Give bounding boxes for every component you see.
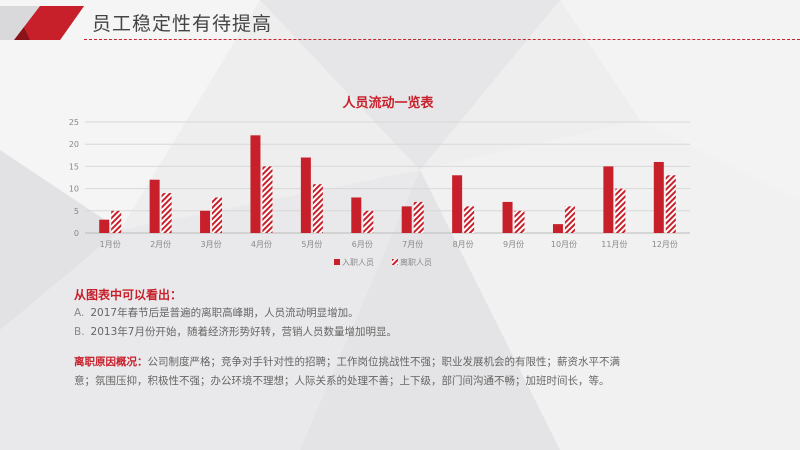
bar-departures xyxy=(262,166,273,233)
bar-departures xyxy=(464,206,475,233)
bar-departures xyxy=(212,197,223,233)
y-axis-ticks: 0 5 10 15 20 25 xyxy=(69,118,79,238)
bar-departures xyxy=(161,193,172,233)
x-tick-label: 1月份 xyxy=(100,239,121,249)
legend-label: 离职人员 xyxy=(400,257,432,267)
bars xyxy=(99,135,676,233)
bar-departures xyxy=(413,201,424,233)
bar-departures xyxy=(615,188,626,233)
y-tick-label: 15 xyxy=(69,162,79,171)
bar-departures xyxy=(564,206,575,233)
y-tick-label: 0 xyxy=(74,229,79,238)
bar-hires xyxy=(452,175,463,233)
bar-departures xyxy=(514,210,525,233)
chart-title: 人员流动一览表 xyxy=(342,95,434,111)
bar-hires xyxy=(653,161,664,233)
x-tick-label: 9月份 xyxy=(503,239,524,249)
bar-hires xyxy=(300,157,311,233)
x-tick-label: 2月份 xyxy=(150,239,171,249)
y-tick-label: 25 xyxy=(69,118,79,127)
x-tick-label: 10月份 xyxy=(551,239,577,249)
bar-hires xyxy=(603,166,614,233)
x-tick-label: 12月份 xyxy=(652,239,678,249)
legend-swatch xyxy=(334,259,340,265)
bar-chart: 人员流动一览表 0 5 10 15 20 25 1月份 2月份 3月份 4月份 5月份 6月份 7月份… xyxy=(69,95,690,267)
bar-departures xyxy=(665,175,676,233)
x-tick-label: 11月份 xyxy=(601,239,627,249)
finding-b: B. 2013年7月份开始，随着经济形势好转，营销人员数量增加明显。 xyxy=(74,324,397,339)
x-tick-label: 6月份 xyxy=(352,239,373,249)
bar-hires xyxy=(351,197,362,233)
legend: 入职人员 离职人员 xyxy=(334,257,432,267)
y-tick-label: 5 xyxy=(74,207,79,216)
bar-departures xyxy=(312,184,323,233)
bar-departures xyxy=(111,210,122,233)
finding-b-prefix: B. xyxy=(74,326,85,338)
bar-hires xyxy=(502,201,513,233)
finding-a: A. 2017年春节后是普遍的离职高峰期，人员流动明显增加。 xyxy=(74,305,359,320)
x-tick-label: 4月份 xyxy=(251,239,272,249)
title-divider xyxy=(84,39,800,40)
bar-hires xyxy=(401,206,412,233)
reasons-text: 公司制度严格；竞争对手针对性的招聘；工作岗位挑战性不强；职业发展机会的有限性；薪… xyxy=(74,356,620,387)
bar-departures xyxy=(363,210,374,233)
y-tick-label: 10 xyxy=(69,185,79,194)
legend-label: 入职人员 xyxy=(342,258,374,267)
findings-heading: 从图表中可以看出： xyxy=(74,288,183,302)
gridlines xyxy=(85,121,690,234)
turnover-reasons: 离职原因概况：公司制度严格；竞争对手针对性的招聘；工作岗位挑战性不强；职业发展机… xyxy=(74,353,624,391)
finding-a-text: 2017年春节后是普遍的离职高峰期，人员流动明显增加。 xyxy=(90,307,359,319)
y-tick-label: 20 xyxy=(69,140,79,149)
bar-hires xyxy=(99,219,110,233)
bar-hires xyxy=(250,135,261,233)
finding-b-text: 2013年7月份开始，随着经济形势好转，营销人员数量增加明显。 xyxy=(90,326,397,338)
x-axis-ticks: 1月份 2月份 3月份 4月份 5月份 6月份 7月份 8月份 9月份 10月份 11月份 12月份 xyxy=(100,239,678,249)
bar-hires xyxy=(200,210,211,233)
reasons-heading: 离职原因概况： xyxy=(74,356,148,368)
x-tick-label: 5月份 xyxy=(301,239,322,249)
slide-title: 员工稳定性有待提高 xyxy=(92,13,273,35)
header-logo-shape xyxy=(0,6,84,40)
legend-swatch xyxy=(392,259,398,265)
bar-hires xyxy=(149,179,160,233)
x-tick-label: 7月份 xyxy=(402,239,423,249)
finding-a-prefix: A. xyxy=(74,307,85,319)
bar-hires xyxy=(552,224,563,233)
x-tick-label: 3月份 xyxy=(200,239,221,249)
x-tick-label: 8月份 xyxy=(453,239,474,249)
